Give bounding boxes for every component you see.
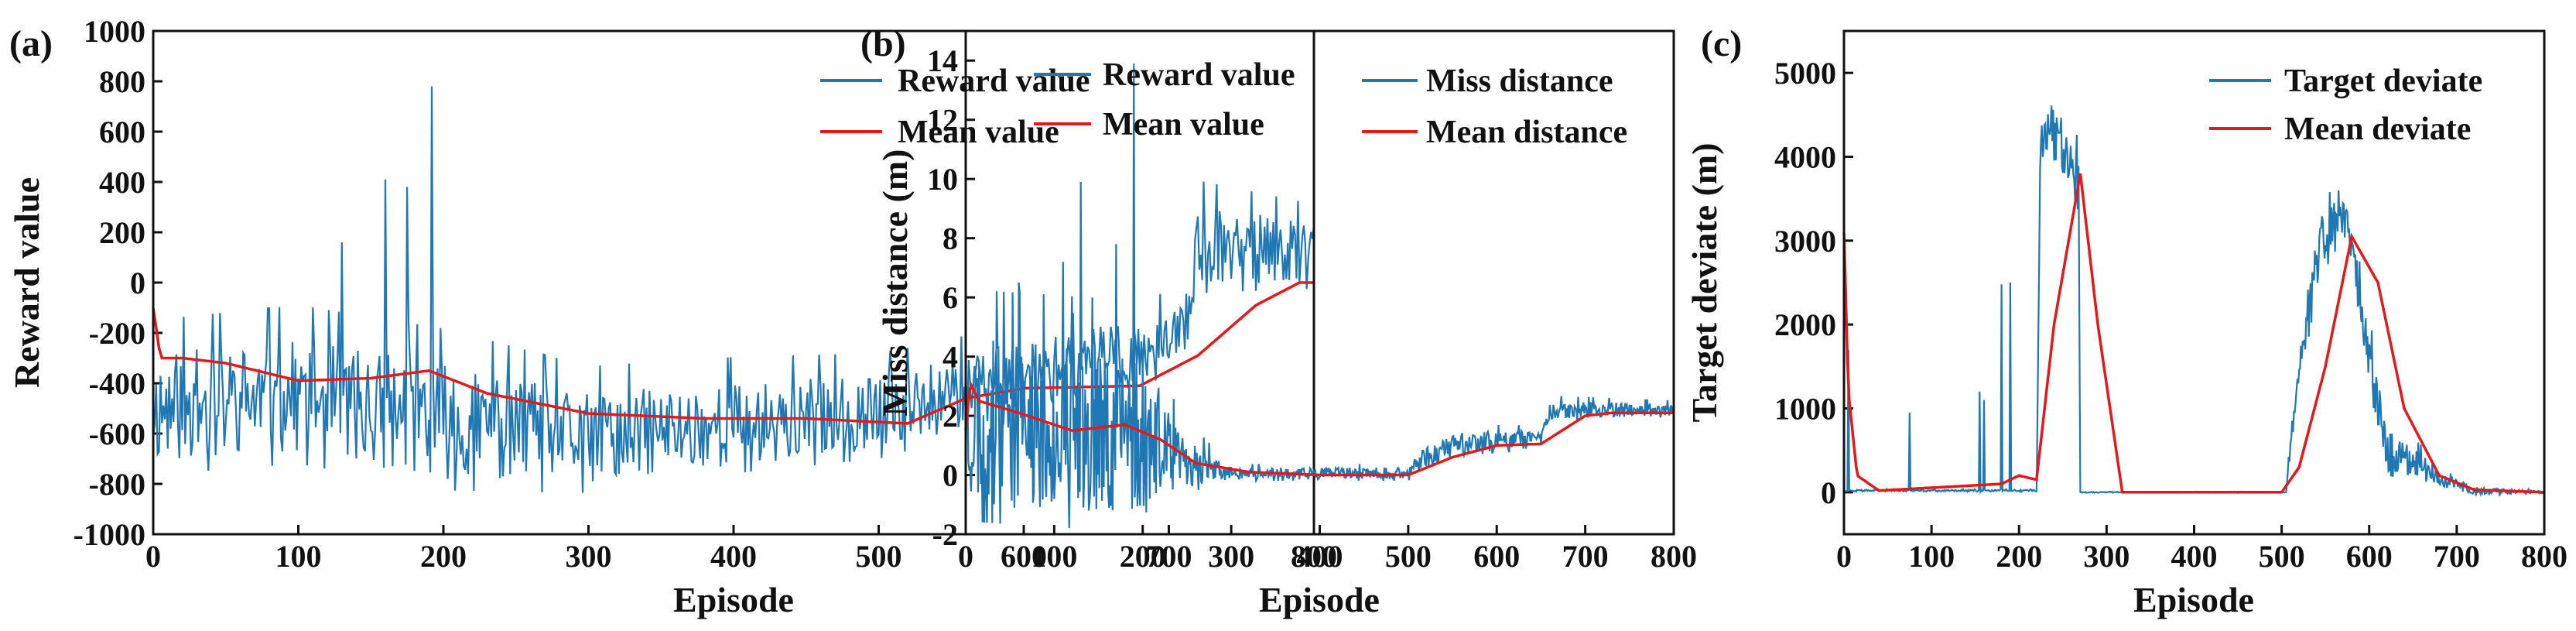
xtick-label: 200	[420, 539, 467, 574]
panel-c-series	[1842, 105, 2545, 497]
panel-c-label: (c)	[1701, 23, 1742, 64]
legend-reward-value-label: Reward value	[898, 63, 1090, 99]
ytick-label: -200	[89, 316, 145, 351]
legend-miss-distance-label: Miss distance	[1426, 63, 1613, 99]
target-deviate-line	[1843, 105, 2545, 497]
panel-b-xlabel: Episode	[1259, 580, 1380, 619]
panel-c-xlabel: Episode	[2133, 580, 2254, 619]
xtick-label: 500	[856, 539, 902, 574]
ytick-label: 0	[1821, 475, 1836, 510]
ytick-label: 0	[130, 266, 145, 300]
ytick-label: -600	[89, 417, 145, 451]
xtick-label: 0	[1836, 539, 1852, 574]
ytick-label: 6	[942, 280, 958, 315]
xtick-label: 400	[1297, 539, 1343, 574]
xtick-label: 700	[1146, 539, 1192, 574]
legend-b-reward-value-label: Reward value	[1103, 57, 1295, 93]
panel-b-series	[964, 63, 1675, 529]
xtick-label: 500	[1385, 539, 1432, 574]
panel-b: (b) 0 100 200 300 400 500 600 700 800-2024681012…	[860, 23, 1697, 619]
ytick-label: 800	[99, 64, 145, 99]
ytick-label: 600	[99, 115, 145, 149]
ytick-label: 8	[942, 221, 958, 256]
ytick-label: 12	[927, 103, 958, 138]
miss-distance-line	[964, 63, 1675, 529]
reward-value-line	[152, 86, 1315, 509]
xtick-label: 200	[1996, 539, 2042, 574]
panel-b-ylabel: Miss distance (m)	[875, 149, 915, 417]
mean-deviate-line	[1842, 173, 2544, 494]
panel-b-legend: Reward value Mean value Miss distance Me…	[1034, 57, 1627, 150]
ytick-label: 0	[942, 458, 958, 493]
panel-c-ylabel: Target deviate (m)	[1685, 142, 1724, 422]
xtick-label: 100	[1908, 539, 1955, 574]
legend-mean-deviate-label: Mean deviate	[2284, 111, 2471, 147]
ytick-label: 400	[99, 165, 145, 200]
ytick-label: -400	[89, 366, 145, 401]
xtick-label: 800	[1651, 539, 1697, 574]
xtick-label: 800	[2521, 539, 2567, 574]
legend-target-deviate-label: Target deviate	[2284, 63, 2482, 99]
xtick-label: 0	[958, 539, 973, 574]
xtick-label: 700	[2434, 539, 2480, 574]
xtick-label: 800	[1291, 539, 1337, 574]
panel-b-frame	[964, 29, 1675, 536]
panel-a-ylabel: Reward value	[7, 177, 46, 388]
ytick-label: 2000	[1774, 307, 1836, 342]
mean-distance-line	[964, 381, 1674, 477]
ytick-label: 10	[927, 162, 958, 197]
ytick-label: 2	[942, 399, 958, 434]
ytick-label: 200	[99, 215, 145, 250]
xtick-label: 100	[1031, 539, 1077, 574]
xtick-label: 700	[1562, 539, 1609, 574]
panel-a-frame	[152, 29, 1315, 536]
panel-a: (a) 0 100 200 300 400 500 600 700 800-1000-800-6…	[7, 14, 1337, 619]
legend-mean-distance-label: Mean distance	[1426, 115, 1627, 150]
panel-a-label: (a)	[9, 23, 53, 64]
ytick-label: 1000	[1774, 392, 1836, 427]
legend-b-mean-value-label: Mean value	[1103, 107, 1264, 142]
panel-a-ticks: 0 100 200 300 400 500 600 700 800-1000-800-600-4…	[74, 14, 1337, 574]
xtick-label: 600	[1001, 539, 1047, 574]
legend-mean-value-label: Mean value	[898, 115, 1059, 150]
xtick-label: 300	[2083, 539, 2130, 574]
xtick-label: 500	[2259, 539, 2305, 574]
ytick-label: 1000	[84, 14, 145, 49]
xtick-label: 300	[1208, 539, 1254, 574]
panel-a-xlabel: Episode	[673, 580, 794, 619]
ytick-label: 3000	[1774, 224, 1836, 259]
panel-a-legend: Reward value Mean value	[820, 63, 1090, 150]
xtick-label: 0	[145, 539, 161, 574]
ytick-label: -1000	[74, 517, 145, 552]
ytick-label: -800	[89, 467, 145, 502]
ytick-label: 5000	[1774, 56, 1836, 91]
ytick-label: -2	[932, 517, 958, 552]
xtick-label: 100	[275, 539, 322, 574]
xtick-label: 600	[2346, 539, 2393, 574]
xtick-label: 600	[1473, 539, 1520, 574]
panel-c-ticks: 0 100 200 300 400 500 600 700 800 0 1000 2000 3000 40…	[1774, 56, 2567, 574]
xtick-label: 200	[1120, 539, 1166, 574]
panel-a-series	[152, 86, 1315, 509]
ytick-label: 4	[942, 340, 958, 375]
ytick-label: 14	[927, 43, 958, 78]
xtick-label: 400	[710, 539, 757, 574]
panel-c-frame	[1842, 29, 2546, 536]
xtick-label: 400	[2171, 539, 2218, 574]
panel-b-label: (b)	[860, 23, 906, 64]
ytick-label: 4000	[1774, 140, 1836, 175]
xtick-label: 300	[566, 539, 612, 574]
panel-c: (c) 0 100 200 300 400 500 600 700 800 0 1000 2000 30…	[1685, 23, 2567, 619]
panel-c-legend: Target deviate Mean deviate	[2209, 63, 2482, 147]
